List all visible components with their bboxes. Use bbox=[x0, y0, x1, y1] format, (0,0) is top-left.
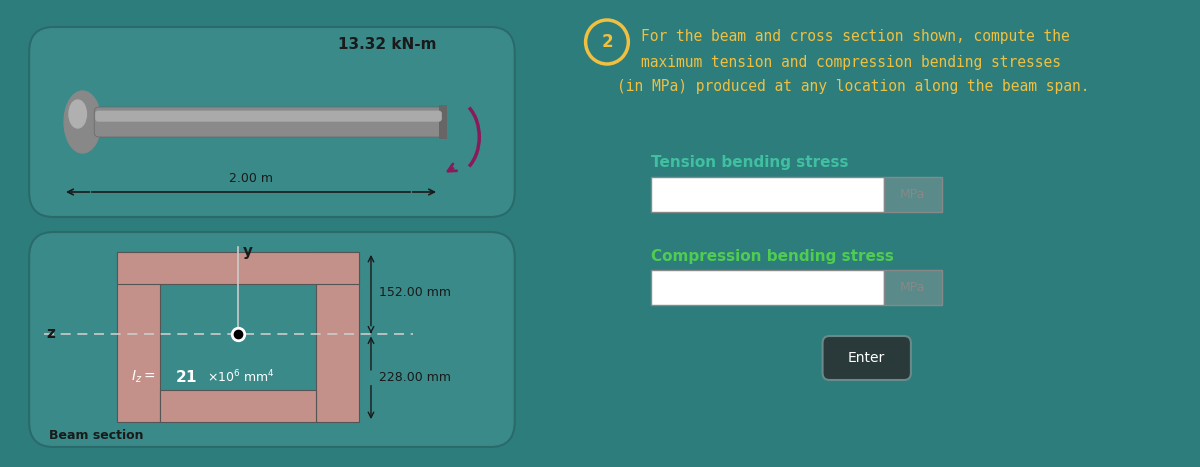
Ellipse shape bbox=[68, 100, 86, 128]
Text: MPa: MPa bbox=[900, 188, 925, 201]
FancyBboxPatch shape bbox=[95, 111, 442, 122]
Text: $\mathbf{21}$: $\mathbf{21}$ bbox=[175, 369, 197, 385]
Text: (in MPa) produced at any location along the beam span.: (in MPa) produced at any location along … bbox=[617, 79, 1090, 94]
Bar bbox=[650, 177, 883, 212]
Text: 2: 2 bbox=[601, 33, 613, 51]
Text: Beam section: Beam section bbox=[48, 429, 143, 442]
Text: Compression bending stress: Compression bending stress bbox=[650, 249, 894, 264]
Text: z: z bbox=[46, 326, 55, 341]
Text: For the beam and cross section shown, compute the: For the beam and cross section shown, co… bbox=[641, 29, 1069, 44]
Text: 13.32 kN-m: 13.32 kN-m bbox=[338, 37, 437, 52]
Ellipse shape bbox=[64, 91, 101, 153]
Text: Enter: Enter bbox=[848, 351, 886, 365]
Text: y: y bbox=[242, 244, 253, 259]
Text: $I_z = $: $I_z = $ bbox=[131, 369, 156, 385]
Text: MPa: MPa bbox=[900, 281, 925, 294]
Text: $\times 10^6\ \mathrm{mm}^4$: $\times 10^6\ \mathrm{mm}^4$ bbox=[206, 369, 275, 385]
Polygon shape bbox=[116, 252, 161, 422]
FancyBboxPatch shape bbox=[822, 336, 911, 380]
Bar bbox=[883, 270, 942, 305]
FancyBboxPatch shape bbox=[95, 107, 443, 137]
Text: 2.00 m: 2.00 m bbox=[229, 172, 274, 185]
Polygon shape bbox=[316, 252, 359, 422]
Text: 152.00 mm: 152.00 mm bbox=[379, 286, 451, 299]
FancyBboxPatch shape bbox=[29, 232, 515, 447]
Text: Tension bending stress: Tension bending stress bbox=[650, 155, 848, 170]
FancyBboxPatch shape bbox=[29, 27, 515, 217]
Polygon shape bbox=[116, 252, 359, 284]
Polygon shape bbox=[161, 390, 316, 422]
Bar bbox=[439, 105, 446, 139]
Bar bbox=[650, 270, 883, 305]
Text: maximum tension and compression bending stresses: maximum tension and compression bending … bbox=[641, 55, 1061, 70]
Text: 228.00 mm: 228.00 mm bbox=[379, 371, 451, 384]
Bar bbox=[883, 177, 942, 212]
